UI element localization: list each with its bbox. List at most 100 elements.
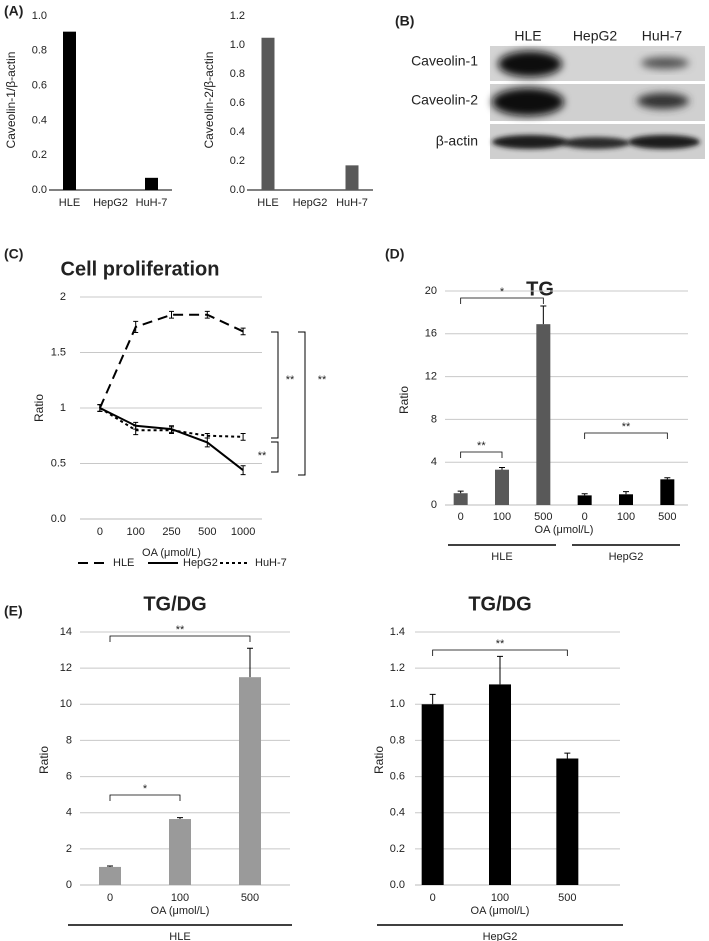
blot-column-label: HuH-7 (642, 28, 683, 44)
blot-row-label: Caveolin-2 (411, 92, 478, 108)
significance-label: ** (477, 440, 486, 452)
blot-band (492, 88, 564, 116)
x-tick-label: 100 (171, 892, 189, 904)
significance-bracket (460, 451, 503, 458)
y-tick-label: 0.0 (230, 184, 245, 196)
significance-label: ** (176, 624, 185, 636)
significance-label: ** (318, 374, 327, 386)
x-tick-label: HLE (257, 197, 278, 209)
y-tick-label: 12 (60, 662, 72, 674)
y-tick-label: 8 (66, 734, 72, 746)
error-bar (107, 865, 113, 867)
blot-band (641, 57, 689, 69)
y-tick-label: 0.2 (32, 149, 47, 161)
y-tick-label: 0.4 (32, 114, 47, 126)
x-tick-label: 250 (162, 526, 180, 538)
x-tick-label: 100 (127, 526, 145, 538)
blot-band (637, 93, 689, 109)
x-axis-label: OA (μmol/L) (142, 547, 201, 559)
y-tick-label: 10 (60, 698, 72, 710)
y-tick-label: 14 (60, 626, 72, 638)
error-bar (457, 490, 464, 494)
y-tick-label: 0 (66, 879, 72, 891)
y-tick-label: 0.8 (32, 45, 47, 57)
error-bar (499, 467, 505, 470)
error-bar (581, 493, 588, 496)
error-bar (664, 477, 671, 480)
y-tick-label: 1.2 (390, 662, 405, 674)
x-axis-label: OA (μmol/L) (535, 524, 594, 536)
error-bar (177, 817, 183, 820)
bar (495, 469, 509, 505)
legend-label: HLE (113, 557, 134, 569)
x-tick-label: 100 (491, 892, 509, 904)
y-axis-label: Ratio (372, 746, 386, 774)
legend-label: HuH-7 (255, 557, 287, 569)
y-axis-label: Ratio (397, 386, 411, 414)
chart-title: TG/DG (468, 593, 531, 615)
y-tick-label: 0.6 (390, 770, 405, 782)
significance-bracket (109, 635, 251, 642)
error-bar (133, 320, 139, 334)
bar (577, 495, 592, 505)
bar (99, 866, 121, 885)
x-tick-label: 100 (493, 511, 511, 523)
x-tick-label: 0 (430, 892, 436, 904)
y-tick-label: 0.6 (230, 97, 245, 109)
error-bar (133, 425, 139, 436)
error-bar (247, 647, 253, 678)
bar (345, 165, 359, 190)
significance-bracket (460, 297, 544, 304)
x-tick-label: 500 (534, 511, 552, 523)
y-tick-label: 2 (60, 291, 66, 303)
x-tick-label: HuH-7 (136, 197, 168, 209)
x-tick-label: 0 (97, 526, 103, 538)
error-bar (564, 752, 571, 759)
error-bar (240, 433, 246, 441)
error-bar (540, 305, 547, 325)
western-blot: HLE HepG2 HuH-7 Caveolin-1 Caveolin-2 β-… (411, 28, 705, 159)
bar (169, 819, 191, 885)
blot-column-label: HLE (514, 28, 541, 44)
group-label: HepG2 (609, 551, 644, 563)
x-tick-label: HuH-7 (336, 197, 368, 209)
significance-label: ** (258, 450, 267, 462)
y-tick-label: 0.2 (230, 155, 245, 167)
y-tick-label: 1.4 (390, 626, 405, 638)
panel-label: (D) (385, 246, 404, 262)
x-tick-label: 1000 (231, 526, 255, 538)
significance-bracket (271, 331, 279, 439)
y-axis-label: Ratio (37, 746, 51, 774)
bar (145, 177, 158, 190)
bar (421, 704, 444, 885)
bar (660, 479, 675, 505)
x-tick-label: HepG2 (293, 197, 328, 209)
bar (239, 677, 261, 885)
line-series (99, 407, 244, 471)
bar (556, 758, 579, 885)
y-tick-label: 1.0 (390, 698, 405, 710)
y-tick-label: 2 (66, 843, 72, 855)
error-bar (240, 465, 246, 476)
y-tick-label: 1 (60, 402, 66, 414)
y-axis-label: Caveolin-2/β-actin (202, 52, 216, 149)
error-bar (169, 426, 174, 435)
x-tick-label: 0 (458, 511, 464, 523)
x-tick-label: HLE (59, 197, 80, 209)
y-tick-label: 1.0 (32, 10, 47, 22)
blot-band (498, 51, 562, 77)
significance-bracket (271, 441, 279, 473)
bar (619, 494, 633, 505)
y-tick-label: 0.0 (51, 513, 66, 525)
significance-label: ** (286, 374, 295, 386)
y-tick-label: 0.8 (390, 734, 405, 746)
y-tick-label: 1.0 (230, 39, 245, 51)
error-bar (429, 693, 436, 705)
panel-label: (B) (395, 13, 414, 29)
significance-label: ** (496, 638, 505, 650)
x-axis-label: OA (μmol/L) (151, 905, 210, 917)
error-bar (497, 655, 503, 685)
x-tick-label: 100 (617, 511, 635, 523)
legend-label: HepG2 (183, 557, 218, 569)
